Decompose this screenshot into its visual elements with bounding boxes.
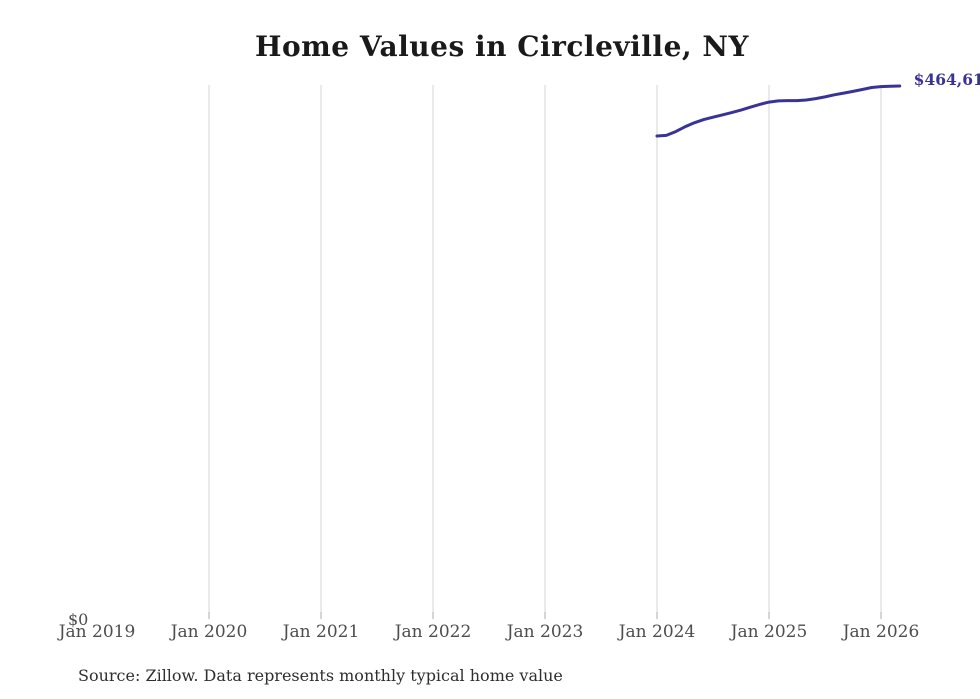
x-axis-label: Jan 2025 bbox=[730, 622, 808, 642]
home-value-line bbox=[655, 84, 902, 138]
x-axis-label: Jan 2022 bbox=[394, 622, 472, 642]
x-axis-label: Jan 2026 bbox=[842, 622, 920, 642]
x-axis-label: Jan 2021 bbox=[282, 622, 360, 642]
x-axis-label: Jan 2019 bbox=[58, 622, 136, 642]
x-axis-label: Jan 2020 bbox=[170, 622, 248, 642]
x-axis-label: Jan 2024 bbox=[618, 622, 696, 642]
x-axis-label: Jan 2023 bbox=[506, 622, 584, 642]
y-axis-zero-label: $0 bbox=[68, 610, 89, 629]
line-end-value-label: $464,617 bbox=[913, 70, 980, 89]
chart-title: Home Values in Circleville, NY bbox=[255, 30, 749, 63]
source-note: Source: Zillow. Data represents monthly … bbox=[78, 666, 563, 685]
